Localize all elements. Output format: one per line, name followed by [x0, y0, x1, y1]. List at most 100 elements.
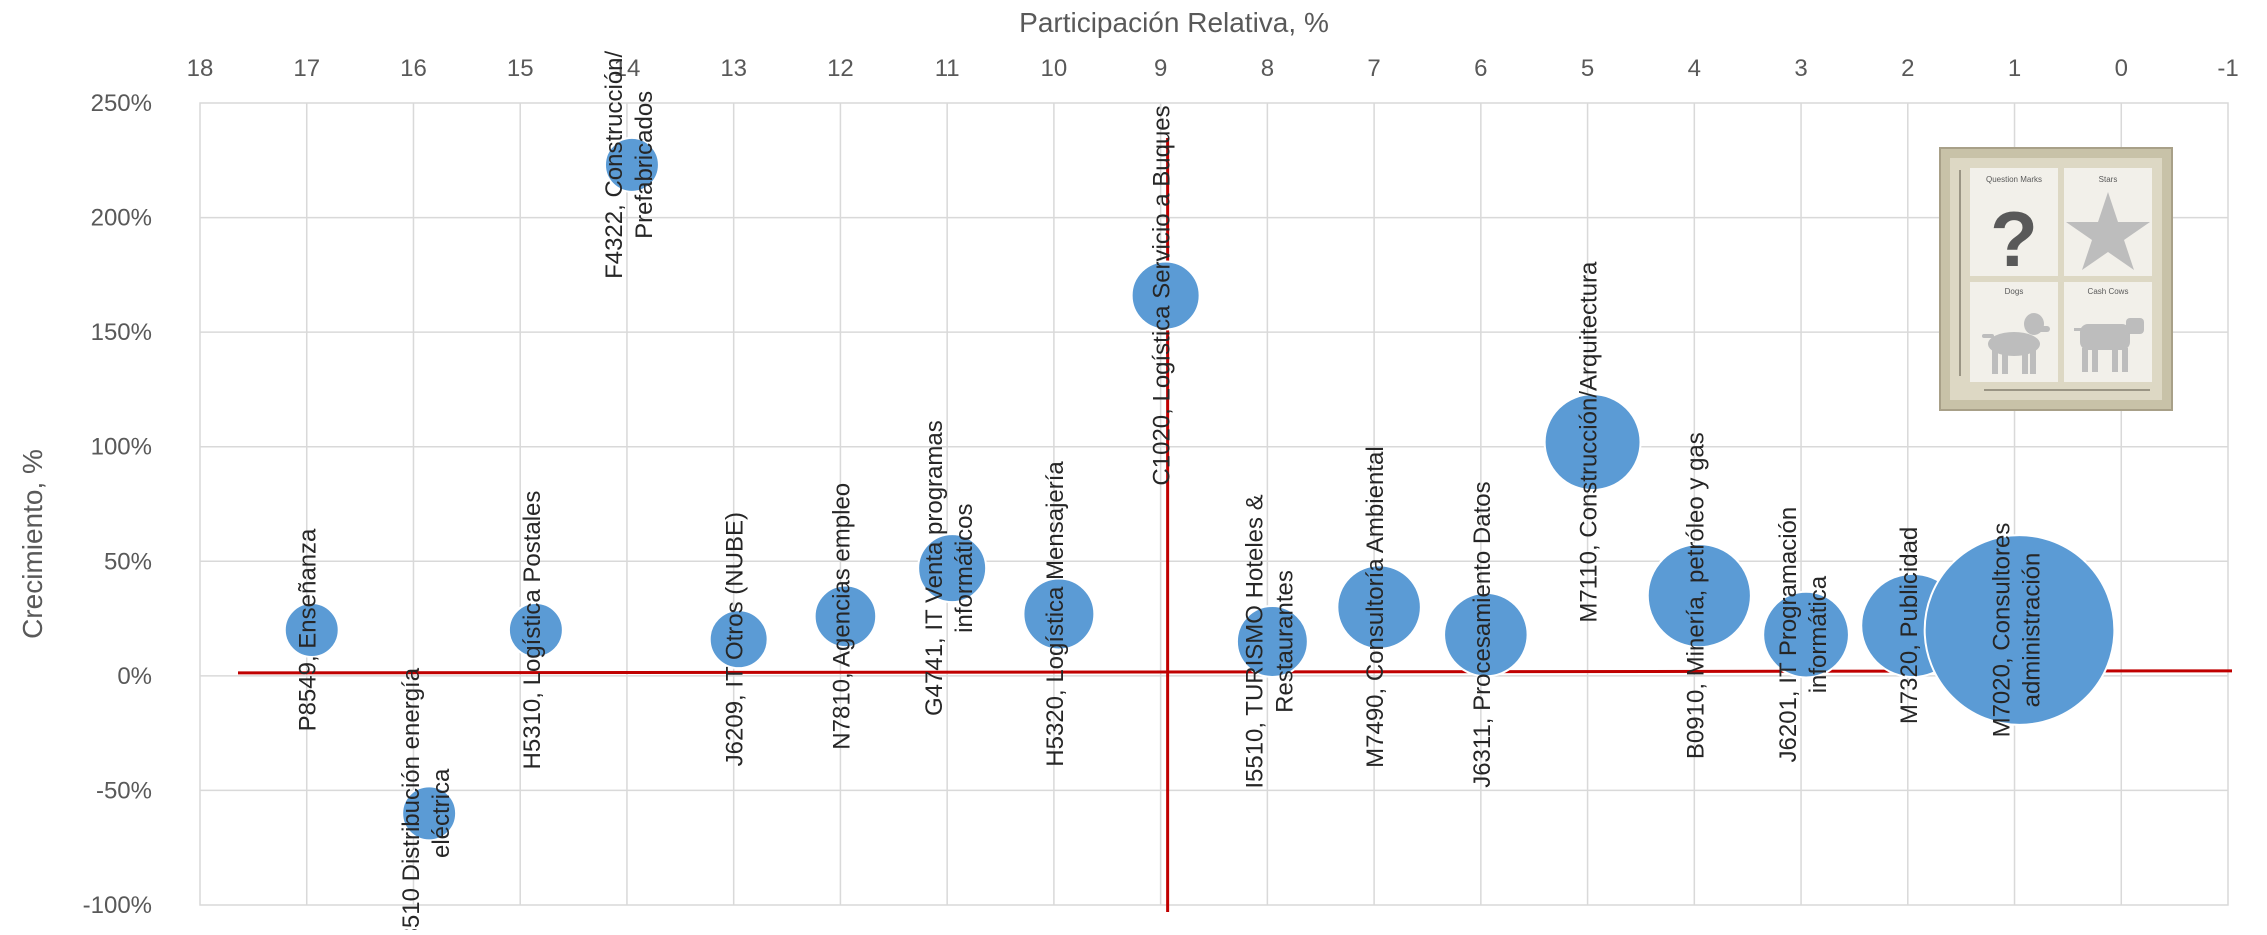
bubble-label: H5320, Logística Mensajería	[1042, 461, 1069, 767]
gridlines	[199, 102, 2229, 906]
bubble-label: H5310, Logística Postales	[519, 491, 546, 770]
y-tick-label: 200%	[91, 205, 152, 232]
x-tick-label: -1	[2217, 55, 2238, 82]
bubble-label: G4741, IT Venta programas informáticos	[921, 420, 978, 716]
axes: 18 17 16 15 14 13 12 11 10 9 8 7 6 5 4 3 2 1 0 -1250%200%15…	[17, 7, 2239, 919]
x-tick-label: 13	[720, 55, 747, 82]
y-tick-label: 250%	[91, 90, 152, 117]
inset-label-stars: Stars	[2099, 175, 2118, 184]
bubble-point	[283, 602, 340, 658]
x-tick-label: 2	[1901, 55, 1914, 82]
bubble-point	[603, 136, 660, 193]
bubble-label-line: N7810, Agencias empleo	[828, 483, 855, 750]
dog-icon	[1982, 313, 2050, 374]
bubble-label: D3510 Distribución energía eléctrica	[398, 667, 455, 935]
inset-label-question-marks: Question Marks	[1986, 175, 2042, 184]
star-icon	[2066, 192, 2150, 270]
x-tick-label: 4	[1688, 55, 1701, 82]
y-tick-label: 100%	[91, 434, 152, 461]
bubble-label-line: informáticos	[951, 503, 978, 632]
bubble-point	[1022, 577, 1096, 651]
bubble-label-line: informática	[1805, 575, 1832, 693]
bubble-label: M7110, Construcción/Arquitectura	[1576, 261, 1603, 623]
bubble-label-line: B0910, Minería, petróleo y gas	[1682, 432, 1709, 759]
x-tick-label: 10	[1041, 55, 1068, 82]
bubble-label: P8549, Enseñanza	[295, 528, 322, 731]
bubble-point	[1762, 590, 1850, 679]
bubble-label: N7810, Agencias empleo	[828, 483, 855, 750]
x-axis-title: Participación Relativa, %	[1019, 7, 1329, 38]
y-tick-label: -50%	[96, 777, 152, 804]
x-tick-label: 18	[187, 55, 214, 82]
bubble-label-line: P8549, Enseñanza	[295, 528, 322, 731]
bubble-label-line: J6209, IT Otros (NUBE)	[722, 512, 749, 766]
inset-quadrant-question-marks	[1970, 168, 2058, 276]
bubble-label-line: D3510 Distribución energía	[398, 667, 425, 930]
x-tick-label: 8	[1261, 55, 1274, 82]
bubble-point	[813, 584, 878, 649]
x-tick-label: 5	[1581, 55, 1594, 82]
x-tick-label: 1	[2008, 55, 2021, 82]
bubble-label: C1020, Logística Servicio a Buques	[1149, 105, 1176, 485]
bubble-label-line: C1020, Logística Servicio a Buques	[1149, 105, 1176, 485]
bubble-label: J6209, IT Otros (NUBE)	[722, 512, 749, 766]
bubble-point	[1646, 543, 1752, 649]
bubble-point	[1130, 260, 1201, 331]
bubbles	[283, 136, 2116, 842]
bubble-label-line: M7020, Consultores	[1989, 523, 2016, 738]
bubble-label-line: administración	[2019, 553, 2046, 708]
question-mark-icon: ?	[1990, 195, 2038, 283]
bubble-label-line: J6201, IT Programación	[1775, 507, 1802, 763]
bubble-label-line: G4741, IT Venta programas	[921, 420, 948, 716]
bubble-label-line: M7320, Publicidad	[1896, 527, 1923, 724]
x-tick-label: 17	[293, 55, 320, 82]
bubble-point	[1443, 591, 1529, 678]
x-tick-label: 3	[1794, 55, 1807, 82]
bubble-label-line: F4322, Construcción/	[601, 50, 628, 278]
x-tick-label: 9	[1154, 55, 1167, 82]
x-tick-label: 15	[507, 55, 534, 82]
x-tick-label: 14	[614, 55, 641, 82]
bubble-label: F4322, Construcción/Prefabricados	[601, 50, 658, 278]
bubble-label: M7320, Publicidad	[1896, 527, 1923, 724]
bcg-matrix-inset-image: Question Marks Stars Dogs Cash Cows ?	[1939, 147, 2173, 411]
bubble-label-line: Restaurantes	[1271, 570, 1298, 713]
bubble-label-line: I5510, TURISMO Hoteles &	[1241, 494, 1268, 788]
bubble-label-line: H5320, Logística Mensajería	[1042, 461, 1069, 767]
bubble-label-line: M7110, Construcción/Arquitectura	[1576, 261, 1603, 623]
bubble-labels: P8549, Enseñanza D3510 Distribución energ…	[295, 50, 2046, 935]
bubble-label-line: Prefabricados	[631, 91, 658, 239]
bubble-label-line: J6311, Procesamiento Datos	[1469, 481, 1496, 787]
y-tick-label: 50%	[104, 548, 152, 575]
y-axis-title: Crecimiento, %	[17, 449, 48, 639]
bubble-point	[1336, 564, 1422, 650]
y-tick-label: 0%	[117, 663, 152, 690]
plot-area	[199, 102, 2229, 906]
x-tick-label: 12	[827, 55, 854, 82]
x-tick-label: 7	[1367, 55, 1380, 82]
bubble-point	[1543, 393, 1642, 492]
bubble-point	[917, 533, 988, 604]
bubble-label-line: eléctrica	[428, 768, 455, 858]
bubble-label-line: M7490, Consultoría Ambiental	[1362, 446, 1389, 768]
bubble-label: J6311, Procesamiento Datos	[1469, 481, 1496, 787]
x-tick-label: 16	[400, 55, 427, 82]
y-tick-label: 150%	[91, 319, 152, 346]
x-tick-label: 11	[935, 55, 960, 82]
bubble-label-line: H5310, Logística Postales	[519, 491, 546, 770]
bubble-point	[507, 602, 564, 658]
bubble-label: M7490, Consultoría Ambiental	[1362, 446, 1389, 768]
bubble-label: M7020, Consultores administración	[1989, 523, 2046, 738]
bubble-label: J6201, IT Programación informática	[1775, 507, 1832, 763]
inset-label-dogs: Dogs	[2005, 287, 2024, 296]
bubble-point	[1235, 605, 1309, 678]
bubble-label: B0910, Minería, petróleo y gas	[1682, 432, 1709, 759]
x-tick-label: 0	[2115, 55, 2128, 82]
bubble-point	[1923, 534, 2116, 726]
bubble-point	[401, 785, 458, 842]
bubble-point	[708, 609, 769, 670]
bubble-label: I5510, TURISMO Hoteles & Restaurantes	[1241, 494, 1298, 788]
y-tick-label: -100%	[83, 892, 152, 919]
inset-label-cash-cows: Cash Cows	[2088, 287, 2129, 296]
